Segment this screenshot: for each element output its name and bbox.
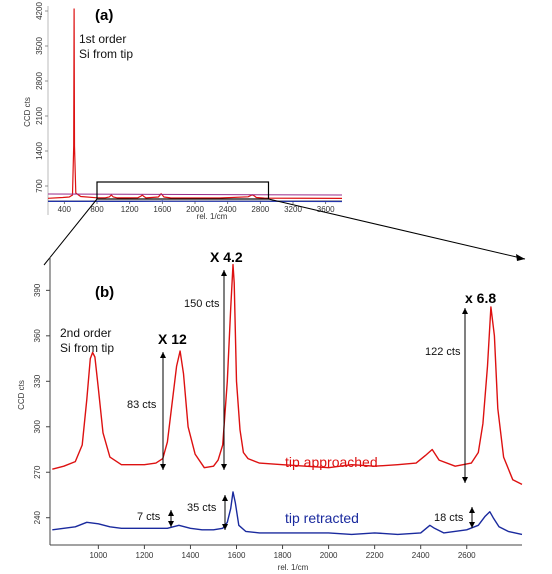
second-order-si-annotation: 2nd order (60, 326, 111, 340)
panel-b-y-tick-label: 300 (33, 420, 42, 434)
panel-a-x-tick-label: 800 (90, 205, 104, 214)
panel-a-y-tick-label: 1400 (35, 142, 44, 160)
label-83-cts: 83 cts (127, 399, 157, 411)
tip-approached-label: tip approached (285, 454, 378, 470)
arrow-7-cts-head-up (168, 510, 174, 516)
panel-a-x-tick-label: 2400 (219, 205, 237, 214)
panel-a-label: (a) (95, 7, 113, 24)
multiplier-x12: X 12 (158, 331, 187, 347)
panel-a-background-trace (47, 193, 343, 196)
first-order-si-annotation: 1st order (79, 32, 126, 46)
zoom-connector-left (43, 198, 98, 266)
panel-a-x-tick-label: 3600 (317, 205, 335, 214)
zoom-box (96, 181, 270, 200)
panel-a-y-tick-label: 2800 (35, 72, 44, 90)
panel-a-series-line (48, 200, 343, 203)
panel-a: 400 800 1200 1600 2000 2400 2800 3200 3600 700 140… (23, 2, 343, 221)
label-35-cts: 35 cts (187, 502, 217, 514)
panel-a-x-axis-title: rel. 1/cm (197, 212, 228, 221)
arrow-83-cts-head-down (160, 464, 166, 470)
arrow-7-cts-head-down (168, 521, 174, 527)
panel-a-series-line (47, 8, 343, 199)
panel-b: 1000 1200 1400 1600 1800 2000 2200 2400 2600 240 2… (17, 249, 523, 572)
zoom-connector-arrowhead (516, 254, 525, 261)
panel-b-x-tick-label: 1600 (228, 551, 246, 560)
zoom-connector-lines (43, 198, 526, 266)
second-order-si-annotation: Si from tip (60, 341, 114, 355)
panel-b-x-tick-label: 2200 (366, 551, 384, 560)
panel-a-y-tick-label: 4200 (35, 2, 44, 20)
panel-a-x-tick-label: 1600 (153, 205, 171, 214)
panel-b-y-tick-label: 390 (33, 283, 42, 297)
arrow-83-cts-head-up (160, 352, 166, 358)
arrow-122-cts-head-up (462, 308, 468, 314)
label-150-cts: 150 cts (184, 298, 220, 310)
panel-b-x-tick-label: 2400 (412, 551, 430, 560)
tip-retracted-label: tip retracted (285, 510, 359, 526)
arrow-35-cts-head-down (222, 524, 228, 530)
arrow-18-cts-head-down (469, 522, 475, 528)
label-122-cts: 122 cts (425, 346, 461, 358)
panel-b-y-tick-label: 330 (33, 374, 42, 388)
panel-a-x-tick-label: 400 (58, 205, 72, 214)
arrow-122-cts-head-down (462, 477, 468, 483)
panel-a-y-tick-label: 700 (35, 179, 44, 193)
panel-b-x-tick-label: 1200 (136, 551, 154, 560)
panel-b-x-tick-label: 1800 (274, 551, 292, 560)
panel-b-x-tick-label: 2600 (458, 551, 476, 560)
arrow-35-cts-head-up (222, 495, 228, 501)
label-18-cts: 18 cts (434, 512, 464, 524)
label-7-cts: 7 cts (137, 511, 161, 523)
panel-b-label: (b) (95, 284, 114, 301)
panel-b-x-tick-label: 1000 (89, 551, 107, 560)
panel-a-y-tick-label: 3500 (35, 37, 44, 55)
panel-a-x-tick-label: 2000 (186, 205, 204, 214)
panel-b-x-tick-label: 2000 (320, 551, 338, 560)
panel-b-y-tick-label: 270 (33, 465, 42, 479)
first-order-si-annotation: Si from tip (79, 47, 133, 61)
panel-b-y-axis-title: CCD cts (17, 380, 26, 410)
tip-approached-line (52, 263, 523, 486)
arrow-150-cts-head-down (221, 464, 227, 470)
zoom-connector-right (268, 198, 526, 260)
arrow-18-cts-head-up (469, 507, 475, 513)
multiplier-x6-8: x 6.8 (465, 290, 496, 306)
panel-a-x-tick-label: 3200 (284, 205, 302, 214)
panel-a-y-axis-title: CCD cts (23, 97, 32, 127)
multiplier-x4-2: X 4.2 (210, 249, 243, 265)
panel-b-x-axis-title: rel. 1/cm (278, 563, 309, 572)
panel-a-x-tick-label: 1200 (121, 205, 139, 214)
arrow-150-cts-head-up (221, 270, 227, 276)
panel-b-y-tick-label: 360 (33, 329, 42, 343)
panel-a-y-tick-label: 2100 (35, 107, 44, 125)
panel-a-x-tick-label: 2800 (251, 205, 269, 214)
panel-b-y-tick-label: 240 (33, 510, 42, 524)
tip-retracted-line (52, 491, 523, 536)
panel-b-x-tick-label: 1400 (182, 551, 200, 560)
